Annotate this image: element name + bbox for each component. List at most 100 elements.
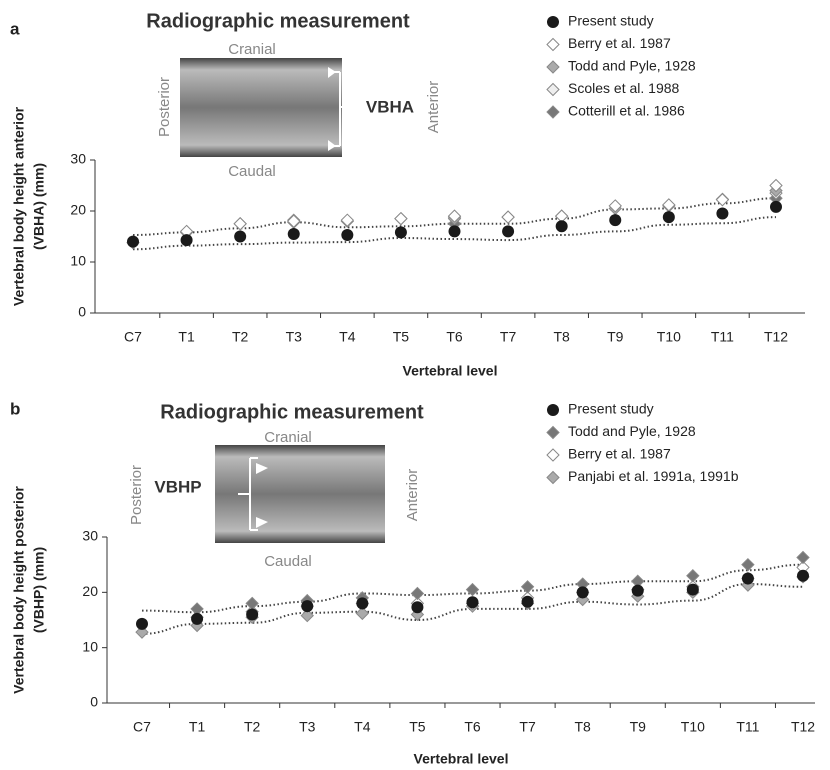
image-label: Cranial (264, 429, 312, 446)
point (796, 550, 810, 565)
y-tick-label: 10 (82, 638, 98, 654)
legend-label: Present study (568, 13, 654, 29)
radiograph-a (180, 58, 352, 157)
legend-label: Todd and Pyle, 1928 (568, 58, 696, 74)
point (609, 214, 622, 227)
point (662, 198, 676, 212)
legend-marker (546, 448, 560, 462)
y-axis-label: (VBHA) (mm) (31, 163, 47, 250)
point (501, 210, 515, 224)
x-tick-label: T6 (464, 719, 481, 735)
x-tick-label: T3 (299, 719, 316, 735)
y-tick-label: 10 (70, 253, 86, 269)
image-label: Posterior (156, 77, 173, 137)
image-label: VBHA (366, 97, 414, 116)
image-label: VBHP (154, 477, 201, 496)
image-label: Posterior (128, 465, 145, 525)
x-tick-label: T8 (553, 329, 570, 345)
image-label: Cranial (228, 41, 276, 58)
point (466, 596, 479, 609)
y-axis-label: Vertebral body height posterior (11, 486, 27, 694)
point (662, 211, 675, 224)
x-tick-label: T1 (178, 329, 195, 345)
point (686, 569, 700, 583)
legend-marker (546, 425, 560, 440)
legend-marker (546, 105, 560, 119)
legend-marker (547, 404, 559, 416)
y-tick-label: 0 (90, 694, 98, 710)
x-tick-label: T1 (189, 719, 206, 735)
legend-marker (546, 82, 560, 97)
point (136, 617, 148, 630)
point (465, 582, 480, 597)
x-tick-label: T4 (354, 719, 371, 735)
y-tick-label: 0 (78, 304, 86, 320)
point (448, 225, 461, 238)
point (555, 220, 568, 233)
point (180, 234, 193, 247)
x-tick-label: T8 (574, 719, 591, 735)
legend-label: Scoles et al. 1988 (568, 80, 680, 96)
x-tick-label: T5 (393, 329, 410, 345)
x-tick-label: T2 (232, 329, 249, 345)
point (191, 612, 204, 625)
x-tick-label: T3 (286, 329, 303, 345)
y-axis-label: (VBHP) (mm) (31, 547, 47, 633)
x-tick-label: T4 (339, 329, 356, 345)
point (686, 583, 699, 596)
x-tick-label: T11 (711, 329, 734, 345)
point (287, 214, 301, 228)
chart-title: Radiographic measurement (146, 10, 410, 32)
point (741, 557, 755, 572)
radiograph-b (215, 445, 385, 543)
x-tick-label: T2 (244, 719, 261, 735)
panel-label: b (10, 399, 20, 418)
legend-label: Present study (568, 401, 654, 417)
point (502, 225, 515, 238)
point (715, 193, 730, 207)
legend-label: Berry et al. 1987 (568, 446, 671, 462)
x-axis-label: Vertebral level (414, 751, 509, 767)
point (716, 207, 729, 220)
x-tick-label: T12 (791, 719, 815, 735)
panel: a Radiographic measurement Cranial Caudal Po… (10, 10, 805, 379)
point (576, 586, 589, 599)
image-label: Caudal (228, 163, 276, 180)
point (394, 226, 407, 239)
point (797, 569, 809, 582)
x-tick-label: T6 (446, 329, 463, 345)
point (287, 227, 300, 240)
image-label: Anterior (404, 469, 421, 522)
y-axis-label: Vertebral body height anterior (11, 106, 27, 306)
point (521, 595, 534, 608)
panel: b Radiographic measurement Cranial Caudal Po… (10, 399, 815, 766)
point (300, 608, 314, 623)
legend-marker (546, 37, 560, 52)
legend-label: Panjabi et al. 1991a, 1991b (568, 468, 739, 484)
x-tick-label: T9 (607, 329, 624, 345)
x-axis-label: Vertebral level (403, 363, 498, 379)
point (608, 199, 622, 213)
y-tick-label: 20 (82, 583, 98, 599)
point (246, 608, 259, 621)
legend-marker (547, 16, 559, 28)
x-tick-label: T7 (500, 329, 517, 345)
x-tick-label: T11 (736, 719, 759, 735)
point (394, 211, 408, 226)
x-tick-label: T7 (519, 719, 536, 735)
panel-label: a (10, 19, 20, 38)
point (127, 235, 139, 248)
point (741, 572, 754, 585)
x-tick-label: C7 (124, 329, 142, 345)
point (631, 584, 644, 597)
legend-label: Todd and Pyle, 1928 (568, 423, 696, 439)
envelope-line (132, 216, 777, 251)
chart-title: Radiographic measurement (160, 401, 424, 423)
point (234, 230, 247, 243)
point (341, 228, 354, 241)
point (447, 209, 462, 223)
point (769, 178, 783, 193)
point (411, 601, 424, 614)
y-tick-label: 30 (70, 151, 86, 167)
